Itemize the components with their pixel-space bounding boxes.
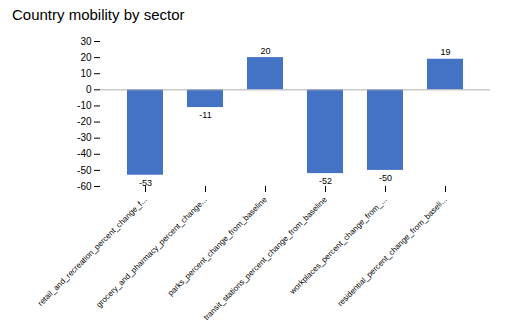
svg-text:-20: -20 <box>77 116 92 127</box>
svg-text:-53: -53 <box>139 177 152 188</box>
svg-text:-30: -30 <box>77 132 92 143</box>
svg-text:parks_percent_change_from_base: parks_percent_change_from_baseline <box>166 195 269 298</box>
svg-text:residential_percent_change_fro: residential_percent_change_from_baseli..… <box>336 195 449 308</box>
svg-text:retail_and_recreation_percent_: retail_and_recreation_percent_change_f..… <box>36 195 149 308</box>
svg-text:-40: -40 <box>77 148 92 159</box>
svg-text:-50: -50 <box>77 165 92 176</box>
svg-text:grocery_and_pharmacy_percent_c: grocery_and_pharmacy_percent_change... <box>94 195 208 309</box>
svg-text:20: 20 <box>80 52 92 63</box>
svg-text:workplaces_percent_change_from: workplaces_percent_change_from_... <box>287 195 388 296</box>
svg-text:-10: -10 <box>77 100 92 111</box>
svg-text:-11: -11 <box>199 110 211 120</box>
html-text:Country mobility by sector: Country mobility by sector <box>12 6 185 23</box>
svg-text:19: 19 <box>440 47 450 57</box>
svg-text:10: 10 <box>80 68 92 79</box>
svg-text:-60: -60 <box>77 181 92 192</box>
svg-text:30: 30 <box>80 36 92 47</box>
svg-text:20: 20 <box>260 46 270 56</box>
svg-text:-52: -52 <box>319 176 332 186</box>
svg-text:-50: -50 <box>379 173 392 183</box>
svg-text:0: 0 <box>86 84 92 95</box>
svg-text:transit_stations_percent_chang: transit_stations_percent_change_from_bas… <box>202 195 329 322</box>
